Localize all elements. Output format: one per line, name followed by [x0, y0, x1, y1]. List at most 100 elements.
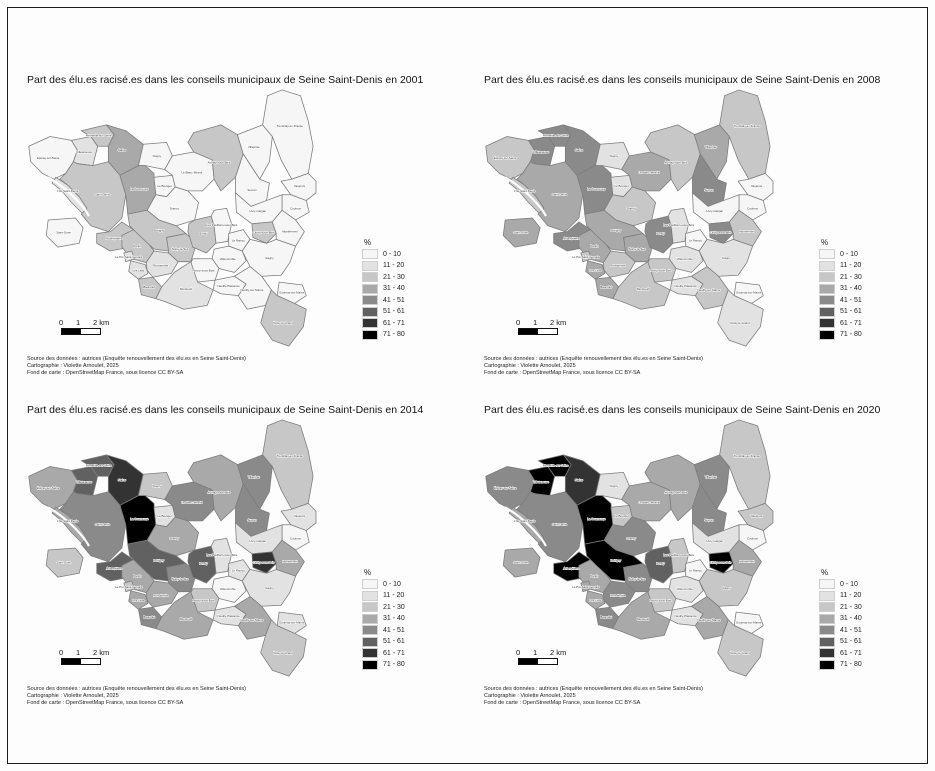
legend-row: 21 - 30	[819, 272, 909, 282]
commune-shape-pre_saint_gervais	[123, 580, 135, 593]
commune-shape-gagny	[698, 568, 754, 607]
commune-label-sevran: Sevran	[704, 518, 714, 522]
commune-label-villetaneuse: Villetaneuse	[76, 150, 92, 154]
commune-label-villemomble: Villemomble	[220, 587, 236, 591]
map-panel-2014: Part des élu.es racisé.es dans les conse…	[15, 396, 467, 724]
legend-row: 21 - 30	[362, 272, 452, 282]
legend-class-label: 41 - 51	[383, 296, 405, 304]
commune-label-epinay: Épinay-sur-Seine	[494, 155, 517, 160]
commune-label-montreuil: Montreuil	[637, 617, 649, 621]
commune-shape-gagny	[241, 568, 297, 607]
legend-swatch	[819, 272, 835, 282]
legend-swatch	[362, 283, 378, 294]
commune-label-epinay: Épinay-sur-Seine	[494, 485, 517, 490]
commune-label-neuilly_plaisance: Neuilly-Plaisance	[675, 284, 698, 288]
legend-swatch	[819, 602, 835, 612]
source-line: Source des données : autrices (Enquête r…	[484, 686, 703, 692]
legend-row: 41 - 51	[819, 625, 909, 635]
commune-label-villetaneuse: Villetaneuse	[533, 150, 549, 154]
commune-shape-saint_ouen	[502, 217, 541, 248]
legend-swatch	[362, 249, 378, 259]
legend-swatch	[362, 602, 378, 612]
legend-swatch	[819, 590, 835, 601]
commune-shape-les_lilas	[585, 260, 606, 280]
commune-label-le_blanc_mesnil: Le Blanc-Mesnil	[638, 500, 659, 504]
commune-label-aubervilliers: Aubervilliers	[563, 236, 579, 240]
legend-class-label: 71 - 80	[383, 331, 405, 338]
legend-row: 51 - 61	[819, 636, 909, 647]
commune-label-saint_ouen: Saint-Ouen	[56, 231, 71, 235]
choropleth-map: Épinay-sur-Seine Villetaneuse Pierrefitte-…	[478, 88, 812, 350]
commune-shape-tremblay	[262, 419, 314, 510]
commune-shape-aulnay	[644, 454, 701, 522]
commune-label-pavillons: Les Pavillons-sous-Bois	[663, 223, 694, 227]
legend-swatch	[819, 625, 835, 635]
commune-label-dugny: Dugny	[610, 154, 619, 158]
legend-row: 31 - 40	[362, 613, 452, 624]
commune-shape-aulnay	[644, 124, 701, 192]
commune-label-villemomble: Villemomble	[677, 257, 693, 261]
legend-swatch	[362, 590, 378, 601]
legend-class-label: 0 - 10	[840, 250, 858, 258]
commune-label-epinay: Épinay-sur-Seine	[37, 485, 60, 490]
commune-shape-pre_saint_gervais	[580, 250, 592, 263]
commune-label-montfermeil: Montfermeil	[739, 230, 755, 234]
legend-unit-label: %	[821, 568, 829, 577]
commune-label-noisy_le_grand: Noisy-le-Grand	[273, 321, 293, 325]
scale-bar-white-segment	[538, 329, 557, 334]
commune-label-epinay: Épinay-sur-Seine	[37, 155, 60, 160]
legend-row: 71 - 80	[362, 659, 452, 670]
commune-shape-clichy	[708, 221, 734, 244]
commune-label-aubervilliers: Aubervilliers	[106, 236, 122, 240]
scale-bar-rule	[518, 328, 558, 335]
legend-class-label: 11 - 20	[840, 262, 862, 269]
legend-row: 71 - 80	[362, 329, 452, 340]
legend-swatch	[362, 636, 378, 647]
commune-label-bondy: Bondy	[199, 232, 208, 236]
legend-swatch	[819, 329, 835, 340]
scale-tick-1: 1	[76, 318, 81, 327]
commune-shape-romainville	[602, 250, 636, 278]
commune-label-noisy_le_grand: Noisy-le-Grand	[730, 651, 750, 655]
choropleth-map: Épinay-sur-Seine Villetaneuse Pierrefitte-…	[21, 418, 355, 680]
commune-label-romainville: Romainville	[610, 264, 625, 268]
commune-label-raincy: Le Raincy	[232, 238, 245, 242]
commune-label-dugny: Dugny	[153, 484, 162, 488]
map-panel-2008: Part des élu.es racisé.es dans les conse…	[472, 66, 924, 394]
commune-label-livry_gargan: Livry-Gargan	[249, 209, 266, 213]
commune-shape-les_lilas	[128, 260, 149, 280]
commune-label-coubron: Coubron	[747, 206, 759, 210]
commune-label-dugny: Dugny	[153, 154, 162, 158]
scale-tick-0: 0	[59, 648, 64, 657]
legend-class-label: 21 - 30	[840, 273, 862, 281]
legend-class-label: 21 - 30	[383, 603, 405, 611]
commune-shape-gagny	[698, 238, 754, 277]
commune-label-la_courneuve: La Courneuve	[130, 187, 149, 191]
commune-label-les_lilas: Les Lilas	[590, 268, 602, 272]
source-line: Source des données : autrices (Enquête r…	[484, 356, 703, 362]
scale-bar: 0 1 2 km	[516, 318, 578, 340]
legend-swatch	[819, 249, 835, 259]
source-line: Source des données : autrices (Enquête r…	[27, 356, 246, 362]
source-attribution: Source des données : autrices (Enquête r…	[27, 686, 246, 707]
commune-shape-saint_denis	[516, 161, 584, 233]
commune-label-les_lilas: Les Lilas	[133, 598, 145, 602]
scale-bar-ticks: 0 1 2 km	[59, 648, 121, 658]
commune-shape-noisy_le_grand	[717, 289, 764, 347]
source-line: Cartographie : Violette Arnoulet, 2025	[27, 693, 119, 699]
source-attribution: Source des données : autrices (Enquête r…	[484, 356, 703, 377]
commune-label-villetaneuse: Villetaneuse	[76, 480, 92, 484]
commune-shape-gournay	[276, 281, 307, 304]
legend: % 0 - 10 11 - 20 21 - 30 31 - 40 41 - 51 51 -…	[819, 568, 909, 671]
commune-label-pantin: Pantin	[133, 574, 142, 578]
commune-label-romainville: Romainville	[153, 594, 168, 598]
legend-row: 11 - 20	[819, 590, 909, 601]
choropleth-svg-2001: Épinay-sur-Seine Villetaneuse Pierrefitte-…	[28, 89, 317, 347]
commune-label-saint_denis: Saint-Denis	[552, 523, 568, 527]
legend-class-label: 0 - 10	[840, 580, 858, 588]
commune-label-pantin: Pantin	[590, 244, 599, 248]
commune-label-pierrefitte: Pierrefitte-sur-Seine	[86, 464, 112, 468]
commune-shape-gournay	[733, 611, 764, 634]
source-line: Fond de carte : OpenStreetMap France, so…	[27, 370, 184, 376]
commune-label-pavillons: Les Pavillons-sous-Bois	[206, 553, 237, 557]
